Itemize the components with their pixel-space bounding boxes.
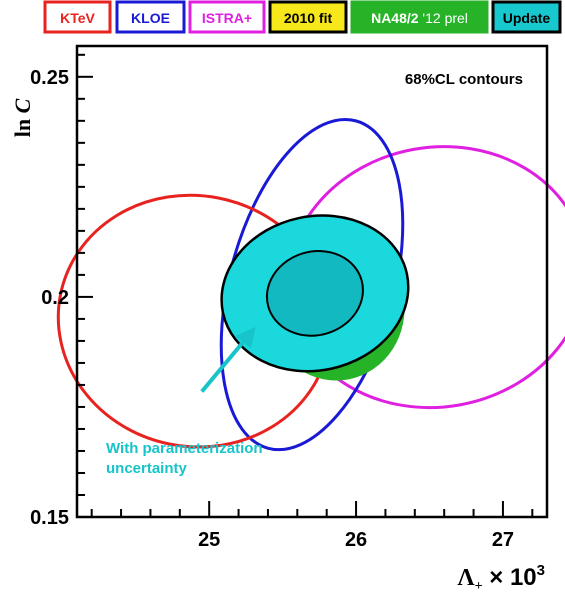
y-axis-label: ln C xyxy=(10,98,35,137)
y-tick-label: 0.2 xyxy=(41,287,69,309)
y-tick-label: 0.25 xyxy=(30,67,69,89)
legend-box-fit2010 xyxy=(268,0,348,34)
x-tick-label: 27 xyxy=(492,529,514,551)
contours-layer xyxy=(56,118,565,452)
legend-box-na48 xyxy=(350,0,489,34)
legend-label-ktev: KTeV xyxy=(60,10,95,26)
legend: KTeV KLOE ISTRA+ 2010 fit NA48/2 '12 prel Upd… xyxy=(43,0,562,34)
x-axis-label: Λ+ × 103 xyxy=(457,562,545,594)
x-tick-label: 25 xyxy=(198,529,220,551)
contour-update xyxy=(265,250,364,337)
legend-label-kloe: KLOE xyxy=(131,10,170,26)
legend-box-istra xyxy=(188,0,266,34)
legend-label-fit2010: 2010 fit xyxy=(284,10,333,26)
annotations: 68%CL contours With parameterization uncer… xyxy=(106,71,523,477)
y-tick-label: 0.15 xyxy=(30,507,69,529)
legend-box-update xyxy=(491,0,562,34)
legend-item-ktev: KTeV xyxy=(43,0,112,34)
x-tick-label: 26 xyxy=(345,529,367,551)
legend-box-kloe xyxy=(115,0,186,34)
legend-item-kloe: KLOE xyxy=(115,0,186,34)
legend-box-ktev xyxy=(43,0,112,34)
annotation-arrow xyxy=(200,326,256,393)
legend-item-update: Update xyxy=(491,0,562,34)
axes: 25 26 27 0.15 0.2 0.25 Λ+ × 103 ln C xyxy=(10,44,549,594)
legend-item-na48: NA48/2 '12 prel xyxy=(350,0,489,34)
legend-label-istra: ISTRA+ xyxy=(202,10,252,26)
legend-item-istra: ISTRA+ xyxy=(188,0,266,34)
legend-label-na48: NA48/2 '12 prel xyxy=(371,10,468,26)
annotation-text-line: uncertainty xyxy=(106,460,188,477)
contours-annotation: 68%CL contours xyxy=(405,71,523,88)
annotation-text-line: With parameterization xyxy=(106,440,263,457)
legend-label-update: Update xyxy=(503,10,551,26)
plot-frame xyxy=(75,44,549,519)
legend-item-fit2010: 2010 fit xyxy=(268,0,348,34)
